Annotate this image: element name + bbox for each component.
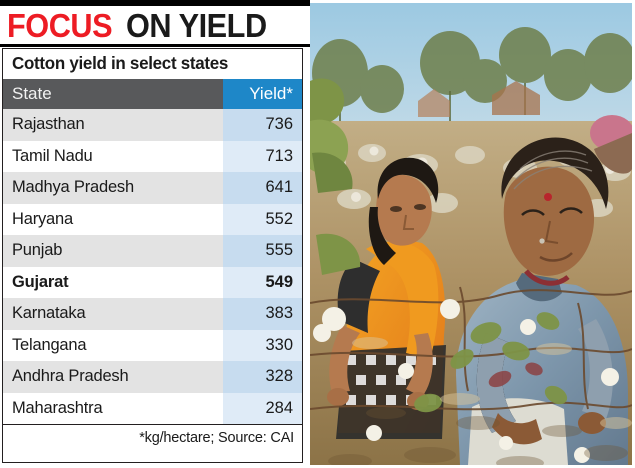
cell-state: Andhra Pradesh (3, 361, 223, 393)
table-body: Rajasthan 736 Tamil Nadu 713 Madhya Prad… (3, 109, 302, 424)
cell-yield: 641 (223, 172, 302, 204)
table-row: Telangana 330 (3, 329, 302, 361)
cell-yield: 555 (223, 235, 302, 267)
cotton-plant-foreground (310, 78, 361, 275)
cell-yield: 552 (223, 203, 302, 235)
table-row: Karnataka 383 (3, 298, 302, 330)
cell-yield: 284 (223, 392, 302, 424)
cell-state: Madhya Pradesh (3, 172, 223, 204)
headline: FOCUS ON YIELD (0, 6, 310, 44)
cell-state: Haryana (3, 203, 223, 235)
table-column-header: State Yield* (3, 79, 302, 109)
table-row-highlighted: Gujarat 549 (3, 266, 302, 298)
cell-yield: 328 (223, 361, 302, 393)
woman-left (327, 157, 446, 439)
cell-yield: 736 (223, 109, 302, 141)
top-black-strip (0, 0, 310, 6)
table-row: Haryana 552 (3, 203, 302, 235)
table-row: Madhya Pradesh 641 (3, 172, 302, 204)
panel-subtitle: Cotton yield in select states (3, 49, 302, 79)
cotton-harvest-photo (310, 3, 632, 465)
table-footnote: *kg/hectare; Source: CAI (3, 424, 302, 450)
table-row: Andhra Pradesh 328 (3, 361, 302, 393)
cell-state: Punjab (3, 235, 223, 267)
headline-rule (0, 44, 310, 47)
column-header-yield: Yield* (223, 79, 302, 109)
photo-illustration (310, 3, 632, 465)
cell-yield: 549 (223, 266, 302, 298)
cell-yield: 383 (223, 298, 302, 330)
figure-background-right (590, 115, 632, 174)
cell-state: Maharashtra (3, 392, 223, 424)
headline-word-focus: FOCUS (7, 6, 113, 44)
cell-state: Rajasthan (3, 109, 223, 141)
headline-word-on-yield: ON YIELD (126, 6, 267, 44)
cell-state: Tamil Nadu (3, 140, 223, 172)
table-row: Rajasthan 736 (3, 109, 302, 141)
footnote-text: *kg/hectare; Source: CAI (139, 429, 294, 446)
cell-state: Gujarat (3, 266, 223, 298)
table-row: Maharashtra 284 (3, 392, 302, 424)
cell-state: Karnataka (3, 298, 223, 330)
cotton-bolls-foreground (310, 286, 632, 463)
cell-yield: 713 (223, 140, 302, 172)
table-row: Punjab 555 (3, 235, 302, 267)
cell-yield: 330 (223, 329, 302, 361)
column-header-state: State (3, 79, 223, 109)
panel-subtitle-text: Cotton yield in select states (12, 53, 229, 73)
cell-state: Telangana (3, 329, 223, 361)
data-panel: Cotton yield in select states State Yiel… (2, 48, 303, 463)
table-row: Tamil Nadu 713 (3, 140, 302, 172)
